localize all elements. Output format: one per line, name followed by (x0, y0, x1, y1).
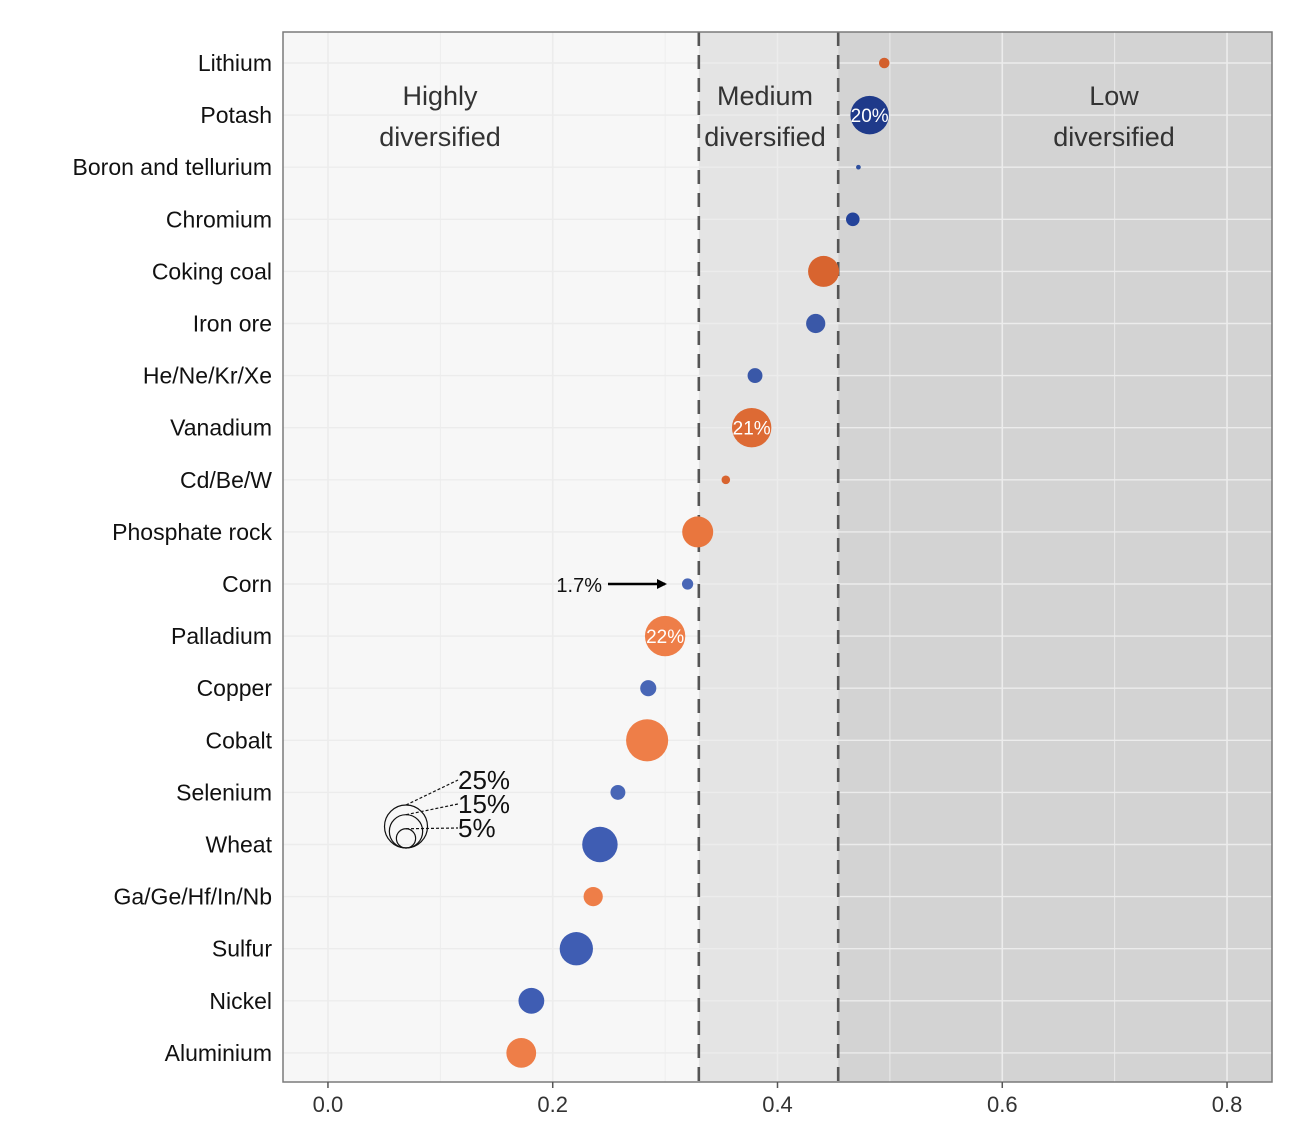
size-legend: 25%15%5% (383, 765, 510, 849)
size-legend-label: 25% (458, 765, 510, 795)
y-tick-label: Boron and tellurium (73, 154, 272, 180)
zone-label: diversified (379, 122, 501, 152)
y-tick-label: Copper (197, 675, 273, 701)
y-tick-label: Aluminium (165, 1040, 272, 1066)
y-tick-label: Cd/Be/W (180, 467, 272, 493)
bubble-value-label: 20% (851, 106, 889, 127)
zone-label: Medium (717, 81, 813, 111)
bubble-ga-ge-hf-in-nb (583, 886, 603, 907)
bubble-aluminium (506, 1038, 537, 1068)
bubble-vanadium (731, 407, 772, 448)
bubble-boron-and-tellurium (856, 164, 861, 170)
size-legend-leader (405, 803, 459, 816)
bubble-cobalt (626, 719, 669, 762)
x-tick-label: 0.2 (537, 1092, 568, 1117)
y-tick-label: Coking coal (152, 258, 272, 284)
bubble-value-label: 22% (646, 627, 684, 648)
diversification-zones (283, 32, 1272, 1082)
bubble-he-ne-kr-xe (747, 368, 763, 384)
zone-low-diversified (838, 32, 1272, 1082)
size-legend-label: 5% (458, 813, 496, 843)
y-tick-label: Sulfur (212, 936, 272, 962)
zone-medium-diversified (698, 32, 839, 1082)
threshold-lines (697, 32, 840, 1082)
bubble-potash (850, 95, 889, 135)
y-tick-label: Nickel (209, 988, 272, 1014)
y-tick-label: He/Ne/Kr/Xe (143, 363, 272, 389)
y-axis-labels: Lithium Potash Boron and tellurium Chromium… (73, 50, 273, 1066)
annotation-label: 1.7% (556, 575, 602, 597)
bubbles: 20% 21% 22% (506, 57, 890, 1068)
y-tick-label: Potash (200, 102, 272, 128)
zone-labels: Highly diversified Medium diversified Low div… (379, 81, 1175, 152)
bubble-copper (640, 680, 657, 697)
bubble-value-label: 21% (733, 419, 771, 440)
bubble-palladium (644, 615, 686, 657)
x-tick-label: 0.0 (313, 1092, 344, 1117)
y-tick-label: Vanadium (170, 415, 272, 441)
x-tick-label: 0.6 (987, 1092, 1018, 1117)
y-tick-label: Lithium (198, 50, 272, 76)
bubble-sulfur (559, 932, 593, 966)
y-tick-label: Phosphate rock (112, 519, 272, 545)
bubble-wheat (582, 826, 618, 863)
grid-lines (283, 32, 1272, 1082)
corn-annotation: 1.7% (556, 575, 667, 597)
y-tick-label: Iron ore (193, 311, 272, 337)
zone-label: diversified (1053, 122, 1175, 152)
x-tick-label: 0.8 (1212, 1092, 1243, 1117)
zone-label: Low (1089, 81, 1139, 111)
y-tick-label: Chromium (166, 206, 272, 232)
bubble-chromium (846, 212, 860, 227)
zone-highly-diversified (283, 32, 699, 1082)
y-tick-label: Wheat (206, 832, 273, 858)
bubble-selenium (610, 784, 626, 800)
bubble-phosphate-rock (682, 516, 714, 548)
y-tick-label: Ga/Ge/Hf/In/Nb (113, 884, 272, 910)
x-axis-ticks: 0.0 0.2 0.4 0.6 0.8 (313, 1082, 1243, 1117)
size-legend-leader (405, 827, 459, 830)
size-legend-label: 15% (458, 789, 510, 819)
bubble-nickel (518, 987, 545, 1014)
bubble-iron-ore (806, 313, 826, 334)
y-tick-label: Cobalt (206, 727, 273, 753)
bubble-cd-be-w (721, 475, 731, 485)
y-tick-label: Palladium (171, 623, 272, 649)
bubble-lithium (879, 57, 890, 69)
bubble-coking-coal (808, 255, 840, 287)
x-tick-label: 0.4 (762, 1092, 793, 1117)
bubble-corn (681, 578, 694, 590)
zone-label: Highly (402, 81, 478, 111)
y-tick-label: Selenium (176, 779, 272, 805)
y-tick-label: Corn (222, 571, 272, 597)
zone-label: diversified (704, 122, 826, 152)
